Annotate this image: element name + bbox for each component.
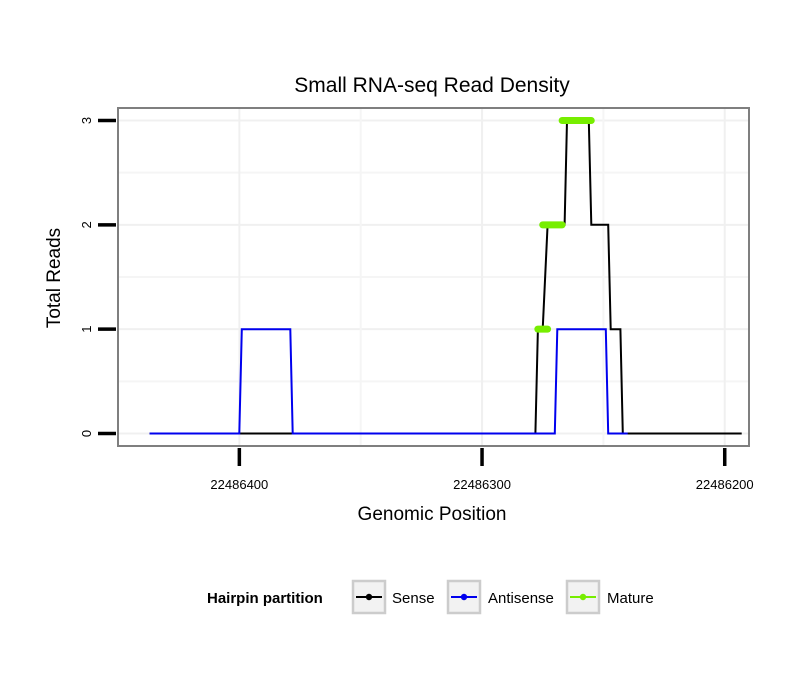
x-tick-label: 22486300 xyxy=(453,477,511,492)
series-layer xyxy=(149,117,742,435)
legend-point-mature xyxy=(579,593,587,601)
y-tick-label: 3 xyxy=(79,117,94,124)
legend-item-sense: Sense xyxy=(351,579,435,615)
legend-item-antisense: Antisense xyxy=(446,579,554,615)
y-tick-label: 1 xyxy=(79,326,94,333)
legend-label-mature: Mature xyxy=(607,590,654,607)
legend-point-antisense xyxy=(460,593,468,601)
x-tick-label: 22486400 xyxy=(210,477,268,492)
series-line-antisense xyxy=(149,328,628,435)
legend-label-antisense: Antisense xyxy=(488,590,554,607)
legend-item-mature: Mature xyxy=(565,579,654,615)
plot-panel xyxy=(117,107,750,447)
axes: 0 1 2 3 22486400 22486300 22486200 xyxy=(79,117,754,492)
legend-label-sense: Sense xyxy=(392,590,435,607)
y-tick-label: 0 xyxy=(79,430,94,437)
grid xyxy=(118,108,749,446)
y-axis-title: Total Reads xyxy=(44,228,65,328)
legend-point-sense xyxy=(365,593,373,601)
x-tick-label: 22486200 xyxy=(696,477,754,492)
x-axis-title: Genomic Position xyxy=(358,504,507,525)
legend-title: Hairpin partition xyxy=(207,590,323,607)
y-tick-label: 2 xyxy=(79,221,94,228)
legend: Hairpin partition Sense Antisense Mature xyxy=(207,579,654,615)
chart-title: Small RNA-seq Read Density xyxy=(294,74,570,97)
